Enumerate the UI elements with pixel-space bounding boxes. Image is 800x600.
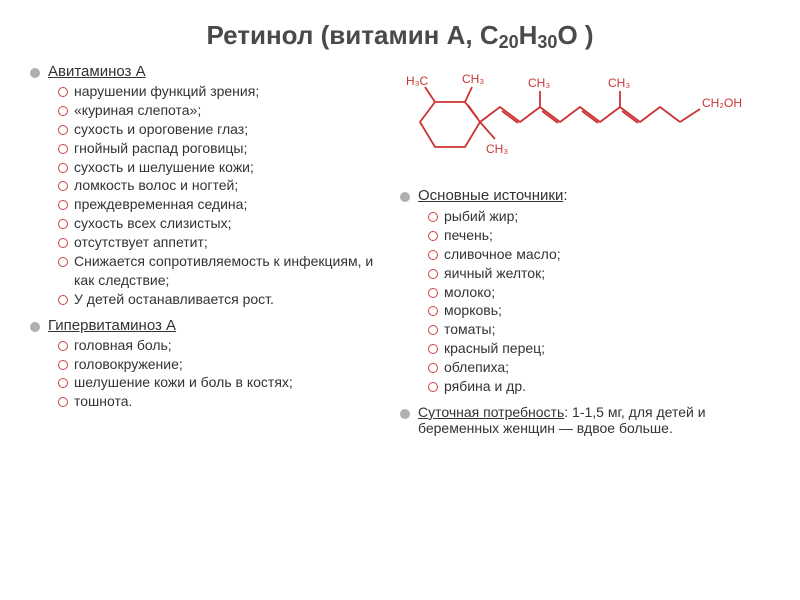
bullet-dot-icon: [30, 68, 40, 78]
list-item: тошнота.: [58, 392, 390, 411]
list-item: гнойный распад роговицы;: [58, 139, 390, 158]
list-item: рыбий жир;: [428, 207, 770, 226]
list-item: «куриная слепота»;: [58, 101, 390, 120]
list-item: ломкость волос и ногтей;: [58, 176, 390, 195]
bullet-dot-icon: [400, 409, 410, 419]
list-item: преждевременная седина;: [58, 195, 390, 214]
title-part: Ретинол (витамин А, С: [206, 20, 498, 50]
daily-requirement: Суточная потребность: 1-1,5 мг, для дете…: [418, 404, 770, 436]
chem-label: CH₃: [486, 142, 508, 156]
list-item: морковь;: [428, 301, 770, 320]
page-title: Ретинол (витамин А, С20Н30О ): [30, 20, 770, 51]
list-item: У детей останавливается рост.: [58, 290, 390, 309]
list-item: сухость и шелушение кожи;: [58, 158, 390, 177]
colon: :: [563, 187, 567, 204]
content-columns: Авитаминоз А нарушении функций зрения;«к…: [30, 63, 770, 438]
section-header-sources: Основные источники:: [400, 187, 770, 205]
list-item: сухость всех слизистых;: [58, 214, 390, 233]
chem-label: CH₃: [608, 76, 630, 90]
list-item: нарушении функций зрения;: [58, 82, 390, 101]
title-sub: 30: [537, 32, 557, 52]
list-item: головокружение;: [58, 355, 390, 374]
list-item: молоко;: [428, 283, 770, 302]
list-item: сухость и ороговение глаз;: [58, 120, 390, 139]
hypervitaminosis-list: головная боль;головокружение;шелушение к…: [58, 336, 390, 412]
bullet-dot-icon: [30, 322, 40, 332]
list-item: томаты;: [428, 320, 770, 339]
title-sub: 20: [499, 32, 519, 52]
section-title: Гипервитаминоз А: [48, 317, 176, 334]
daily-label: Суточная потребность: [418, 404, 564, 420]
sources-list: рыбий жир;печень;сливочное масло;яичный …: [428, 207, 770, 396]
chem-label: CH₃: [528, 76, 550, 90]
section-header-hypervitaminosis: Гипервитаминоз А: [30, 317, 390, 334]
list-item: Снижается сопротивляемость к инфекциям, …: [58, 252, 390, 290]
list-item: яичный желток;: [428, 264, 770, 283]
list-item: шелушение кожи и боль в костях;: [58, 373, 390, 392]
list-item: рябина и др.: [428, 377, 770, 396]
title-part: О ): [557, 20, 593, 50]
list-item: отсутствует аппетит;: [58, 233, 390, 252]
avitaminosis-list: нарушении функций зрения;«куриная слепот…: [58, 82, 390, 309]
right-column: H₃C CH₃ CH₃ CH₃ CH₃ CH₂OH Основные источ…: [400, 63, 770, 438]
section-header-avitaminosis: Авитаминоз А: [30, 63, 390, 80]
section-title: Основные источники: [418, 187, 563, 204]
list-item: облепиха;: [428, 358, 770, 377]
chemical-structure: H₃C CH₃ CH₃ CH₃ CH₃ CH₂OH: [400, 67, 770, 177]
bullet-dot-icon: [400, 192, 410, 202]
chem-label: CH₃: [462, 72, 484, 86]
chem-label: H₃C: [406, 74, 429, 88]
title-part: Н: [519, 20, 538, 50]
list-item: красный перец;: [428, 339, 770, 358]
section-title: Авитаминоз А: [48, 63, 146, 80]
section-header-daily: Суточная потребность: 1-1,5 мг, для дете…: [400, 404, 770, 436]
list-item: сливочное масло;: [428, 245, 770, 264]
list-item: головная боль;: [58, 336, 390, 355]
list-item: печень;: [428, 226, 770, 245]
left-column: Авитаминоз А нарушении функций зрения;«к…: [30, 63, 390, 438]
chem-label: CH₂OH: [702, 96, 742, 110]
